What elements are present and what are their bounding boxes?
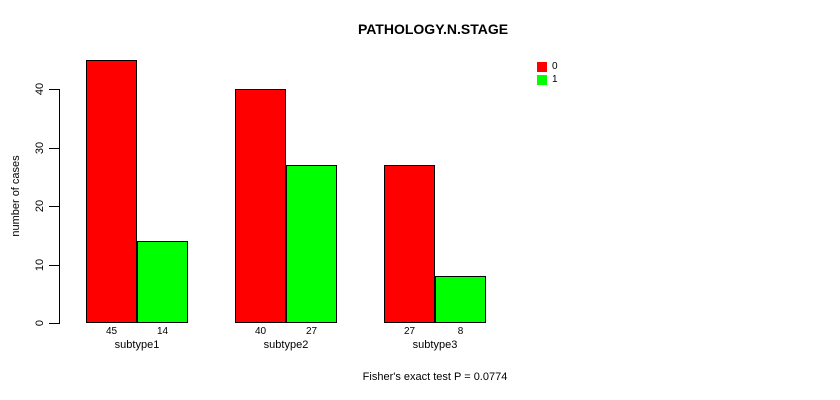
legend-item-1: 1 [537,74,577,86]
bar-value-label-subtype3-series0: 27 [403,326,416,337]
bar-subtype3-series1 [435,276,486,323]
y-axis-tick [49,206,59,207]
bar-value-label-subtype2-series1: 27 [305,326,318,337]
legend-item-0: 0 [537,61,577,73]
bar-subtype3-series0 [384,165,435,323]
y-axis-tick [49,264,59,266]
bar-subtype2-series0 [235,89,286,323]
bar-subtype1-series1 [137,241,188,323]
y-axis-tick-label: 10 [34,258,46,271]
y-axis-tick-label: 40 [34,82,46,96]
bar-subtype2-series1 [286,165,337,323]
legend-label-1: 1 [552,74,558,85]
y-axis-tick [49,147,59,149]
legend-swatch-1 [537,75,547,85]
y-axis-tick-label: 0 [34,319,46,327]
y-axis-tick [49,89,59,90]
y-axis-tick-label: 30 [34,141,46,154]
category-label-subtype1: subtype1 [114,339,160,351]
annotation-text: Fisher's exact test P = 0.0774 [362,371,508,383]
legend-swatch-0 [537,62,547,72]
category-label-subtype3: subtype3 [412,339,458,351]
bar-value-label-subtype3-series1: 8 [457,326,464,337]
bar-value-label-subtype1-series1: 14 [156,326,169,337]
bar-value-label-subtype2-series0: 40 [254,326,267,337]
bar-value-label-subtype1-series0: 45 [105,326,118,337]
legend-label-0: 0 [552,61,558,72]
bar-subtype1-series0 [86,60,137,323]
y-axis-label: number of cases [10,155,22,237]
y-axis-tick-label: 20 [34,199,46,213]
y-axis-tick [49,323,59,324]
chart-title: PATHOLOGY.N.STAGE [357,21,509,37]
y-axis-line [59,89,60,324]
category-label-subtype2: subtype2 [263,339,309,351]
